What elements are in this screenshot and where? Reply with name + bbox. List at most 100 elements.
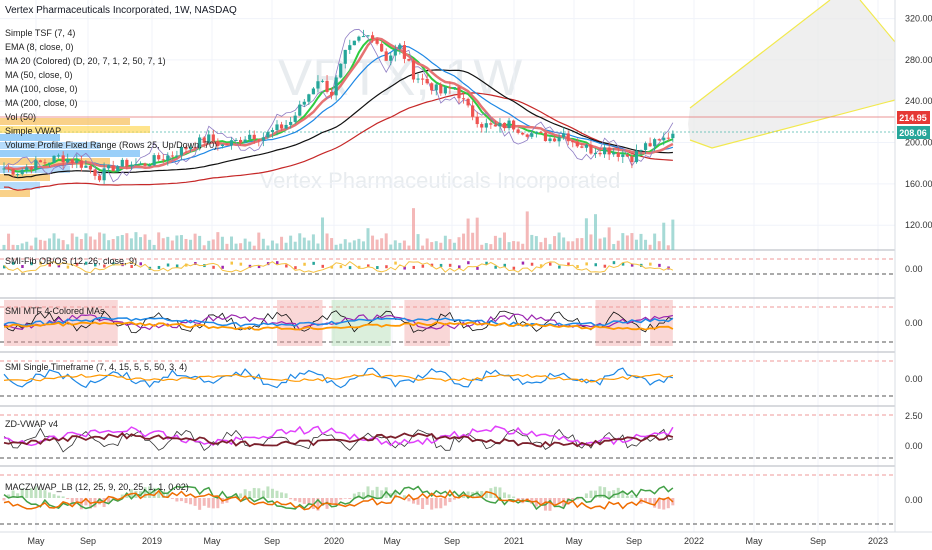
- volume-bar: [421, 245, 425, 250]
- volume-bar: [380, 238, 384, 250]
- candle-body: [466, 98, 470, 106]
- candle-body: [179, 146, 184, 156]
- time-tick: Sep: [626, 536, 642, 546]
- volume-bar: [457, 237, 461, 250]
- smi-fib-dot: [257, 265, 261, 269]
- candle-body: [138, 163, 143, 165]
- macz-histogram: [548, 498, 552, 511]
- candle-body: [452, 87, 457, 89]
- macz-histogram: [266, 486, 270, 498]
- candle-body: [284, 124, 288, 129]
- pane4-tick: 0.00: [905, 441, 923, 451]
- volume-bar: [289, 235, 293, 250]
- candle-body: [266, 132, 270, 138]
- volume-bar: [321, 217, 324, 250]
- candle-body: [220, 144, 224, 146]
- time-tick: Sep: [80, 536, 96, 546]
- main-indicator-legend[interactable]: Simple TSF (7, 4) EMA (8, close, 0) MA 20 …: [5, 28, 217, 150]
- volume-bar: [166, 236, 170, 250]
- volume-bar: [484, 243, 488, 250]
- macz-histogram: [311, 498, 315, 510]
- smi-fib-dot: [585, 262, 588, 266]
- smi-fib-dot: [430, 263, 434, 267]
- candle-body: [593, 152, 598, 154]
- price-axis[interactable]: 120.00 160.00 200.00 240.00 280.00 320.00: [905, 14, 932, 231]
- macz-histogram: [348, 498, 352, 499]
- main-indicator-label: Simple VWAP: [5, 126, 61, 136]
- macz-histogram: [371, 490, 375, 498]
- candle-body: [279, 124, 284, 129]
- pane2-label[interactable]: SMI MTF 4-Colored MAs: [5, 306, 105, 316]
- pane1-label[interactable]: SMI-Fib OB/OS (12, 26, close, 9): [5, 256, 137, 266]
- ma20-line: [3, 36, 674, 171]
- macz-histogram: [448, 498, 452, 503]
- candle-body: [225, 144, 229, 146]
- candle-body: [534, 131, 538, 134]
- candle-body: [111, 165, 115, 172]
- volume-bar: [594, 214, 597, 250]
- volume-bar: [98, 232, 102, 250]
- pane3-label[interactable]: SMI Single Timeframe (7, 4, 15, 5, 5, 50…: [5, 362, 187, 372]
- volume-bar: [357, 238, 361, 250]
- price-tick: 240.00: [905, 96, 932, 106]
- volume-bar: [543, 237, 547, 250]
- candle-body: [639, 149, 643, 151]
- macz-histogram: [662, 498, 666, 510]
- macz-histogram: [198, 498, 202, 510]
- candle-body: [57, 155, 61, 157]
- macz-histogram: [557, 498, 561, 504]
- smi-fib-dot: [367, 264, 370, 268]
- volume-bar: [462, 233, 466, 250]
- smi-fib-dot: [166, 263, 170, 267]
- candle-body: [316, 81, 320, 89]
- candle-body: [161, 159, 165, 161]
- macz-histogram: [412, 498, 415, 504]
- macz-histogram: [439, 498, 443, 509]
- candle-body: [448, 87, 452, 89]
- time-tick: May: [27, 536, 45, 546]
- pane5-tick: 0.00: [905, 495, 923, 505]
- candle-body: [207, 134, 211, 143]
- smi-fib-dot: [467, 261, 470, 265]
- smi-fib-dot: [576, 265, 579, 269]
- price-tick: 320.00: [905, 14, 932, 24]
- candle-body: [402, 45, 406, 59]
- smi-fib-dot: [476, 266, 479, 270]
- volume-bar: [252, 245, 256, 250]
- candle-body: [416, 78, 420, 80]
- macz-histogram: [316, 498, 320, 511]
- volume-bar: [434, 241, 438, 250]
- candle-body: [298, 104, 302, 116]
- macz-histogram: [653, 498, 657, 508]
- smi-fib-dot: [139, 262, 142, 266]
- candle-body: [370, 35, 375, 40]
- volume-bar: [102, 233, 106, 250]
- pane5-label[interactable]: MACZVWAP_LB (12, 25, 9, 20, 25, 1, 1, 0.…: [5, 482, 189, 492]
- volume-bar: [580, 238, 584, 250]
- macz-histogram: [289, 498, 293, 500]
- time-axis[interactable]: May Sep 2019 May Sep 2020 May Sep 2021 May Sep 2022…: [27, 536, 888, 546]
- candle-body: [79, 160, 83, 168]
- macz-histogram: [644, 498, 648, 502]
- macz-histogram: [61, 496, 65, 498]
- smi-fib-dot: [3, 265, 6, 269]
- smi-fib-dot: [394, 261, 397, 265]
- volume-bar: [584, 218, 588, 250]
- volume-bar: [648, 244, 652, 250]
- smi-fib-dot: [30, 262, 33, 266]
- macz-histogram: [484, 490, 488, 498]
- macz-histogram: [402, 495, 406, 498]
- pane4-label[interactable]: ZD-VWAP v4: [5, 419, 58, 429]
- main-indicator-label: Vol (50): [5, 112, 36, 122]
- smi-fib-dot: [94, 263, 97, 267]
- candle-body: [166, 155, 170, 161]
- smi-fib-dot: [239, 262, 243, 266]
- volume-bar: [616, 240, 620, 250]
- macz-histogram: [307, 498, 311, 506]
- macz-histogram: [261, 490, 265, 498]
- volume-bar: [161, 238, 165, 250]
- smi-fib-dot: [494, 265, 497, 269]
- candle-body: [334, 77, 338, 96]
- candle-body: [662, 137, 666, 141]
